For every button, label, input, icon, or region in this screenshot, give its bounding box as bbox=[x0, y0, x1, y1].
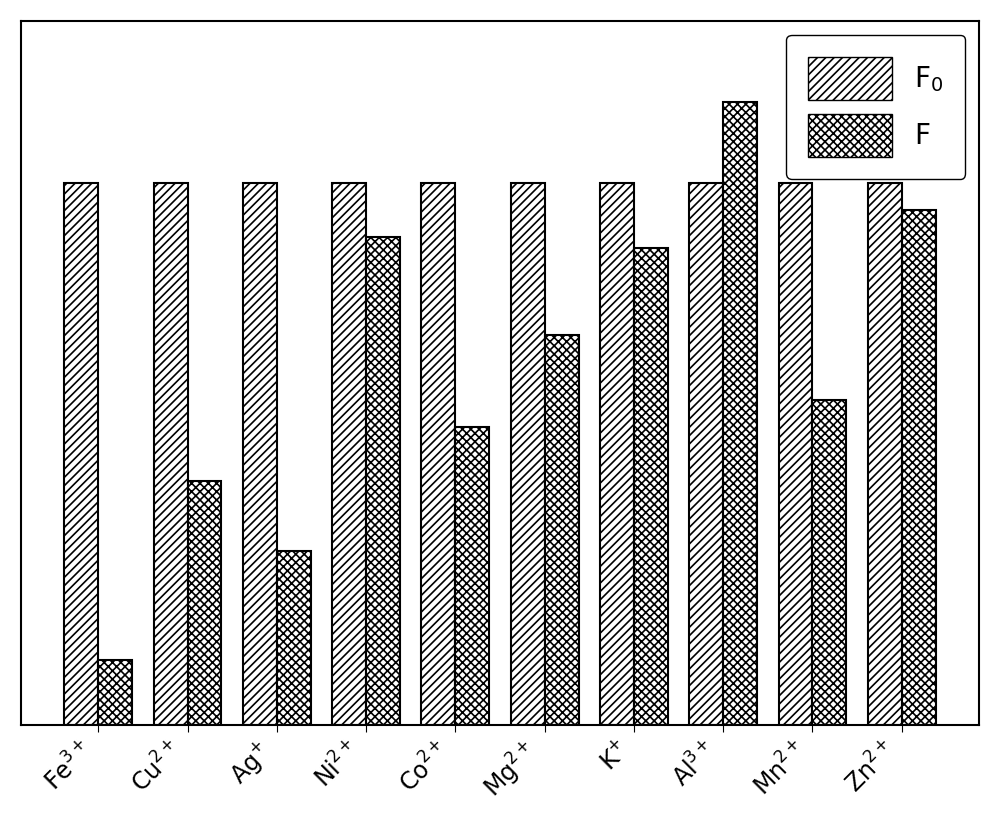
Bar bbox=[723, 102, 757, 724]
Bar bbox=[421, 183, 455, 724]
Bar bbox=[64, 183, 98, 724]
Bar bbox=[455, 427, 489, 724]
Bar bbox=[188, 481, 221, 724]
Bar bbox=[689, 183, 723, 724]
Bar bbox=[868, 183, 902, 724]
Bar bbox=[812, 400, 846, 724]
Bar bbox=[600, 183, 634, 724]
Bar bbox=[277, 551, 311, 724]
Bar bbox=[243, 183, 277, 724]
Bar bbox=[154, 183, 188, 724]
Bar bbox=[779, 183, 812, 724]
Bar bbox=[511, 183, 545, 724]
Bar bbox=[545, 335, 579, 724]
Bar bbox=[634, 248, 668, 724]
Bar bbox=[902, 210, 936, 724]
Bar bbox=[332, 183, 366, 724]
Bar bbox=[98, 660, 132, 724]
Bar bbox=[366, 238, 400, 724]
Legend: $\mathrm{F_0}$, $\mathrm{F}$: $\mathrm{F_0}$, $\mathrm{F}$ bbox=[786, 35, 965, 179]
